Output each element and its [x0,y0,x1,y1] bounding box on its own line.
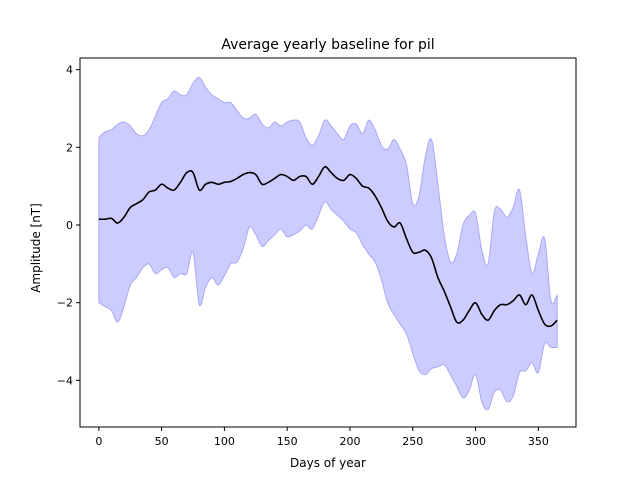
x-tick-label: 200 [339,435,360,448]
mean-line [98,165,558,328]
axes: 0 50 100 150 200 250 300 350 −4 −2 0 2 4 [57,57,577,448]
x-tick-label: 150 [277,435,298,448]
x-tick-label: 300 [465,435,486,448]
x-tick-label: 50 [155,435,169,448]
x-tick-label: 250 [402,435,423,448]
x-axis-label: Days of year [290,456,366,470]
y-tick-label: 0 [66,219,73,232]
x-tick-label: 350 [528,435,549,448]
x-tick-label: 0 [95,435,102,448]
chart-title: Average yearly baseline for pil [221,37,434,53]
y-tick-label: −2 [57,297,73,310]
axes-frame [79,57,577,428]
plot-area [98,76,558,411]
confidence-band [98,76,558,411]
y-tick-label: 4 [66,64,73,77]
y-tick-label: 2 [66,141,73,154]
y-axis-label: Amplitude [nT] [29,203,43,293]
x-tick-label: 100 [214,435,235,448]
y-tick-label: −4 [57,374,73,387]
